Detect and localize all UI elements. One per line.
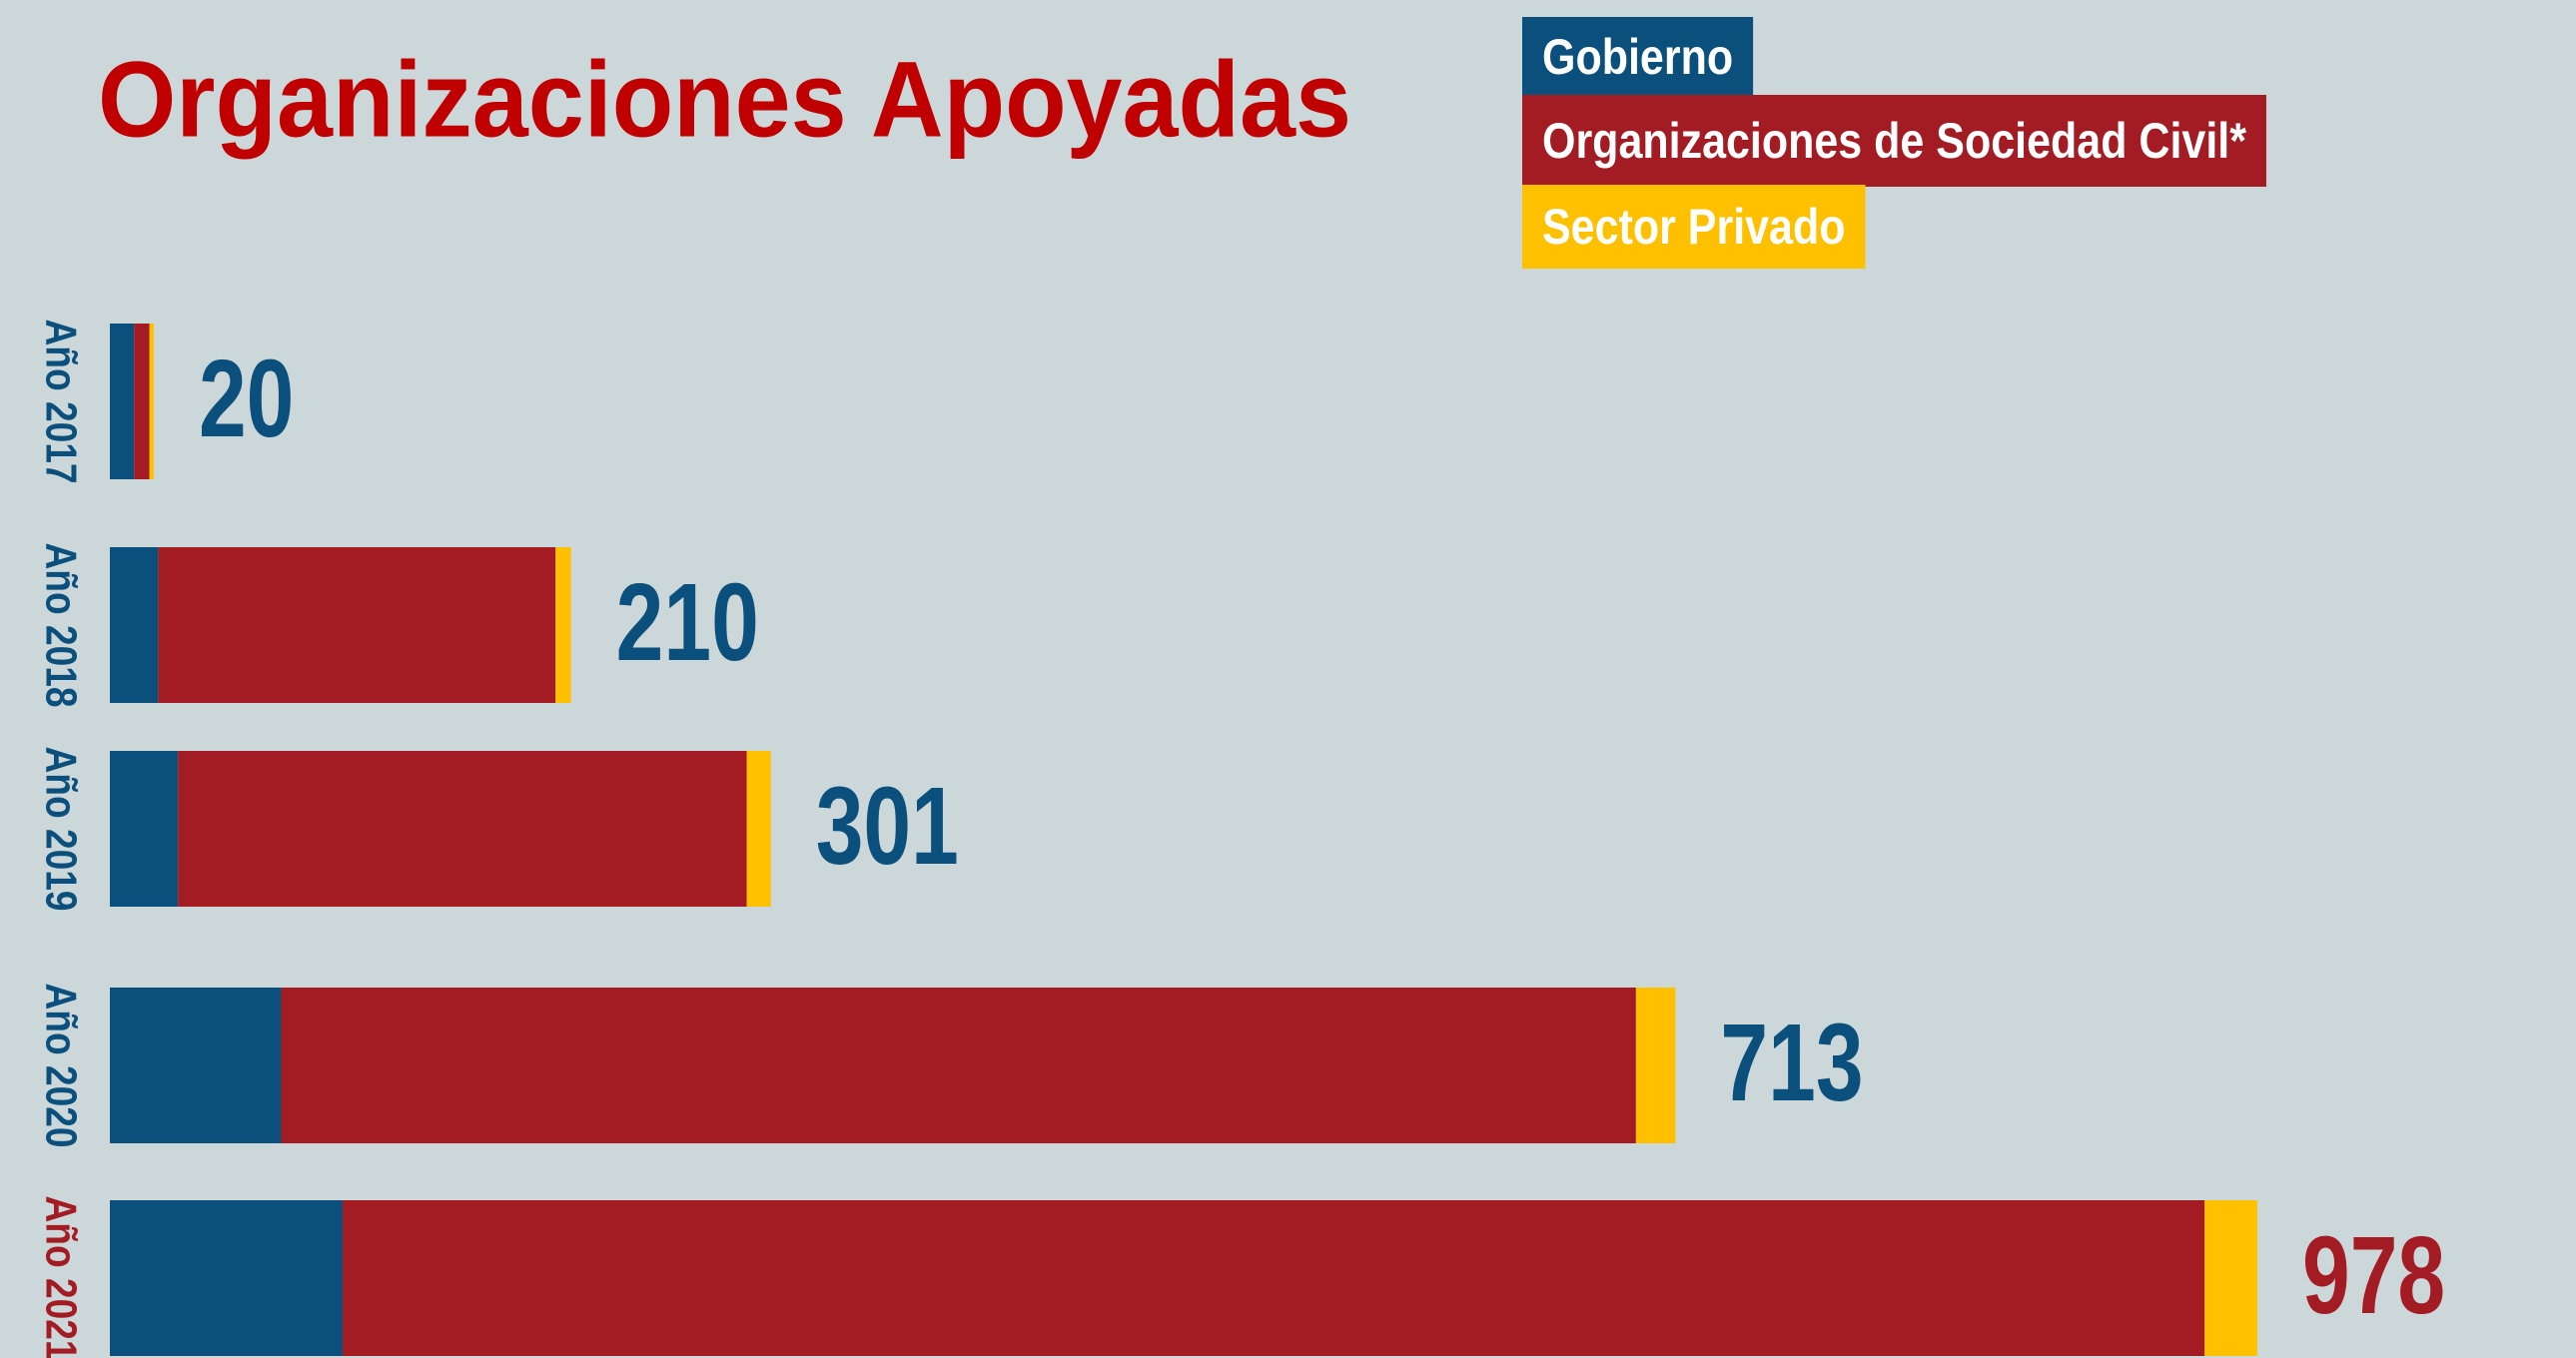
- y-tick-label: Año 2017: [36, 320, 85, 484]
- legend-label: Organizaciones de Sociedad Civil*: [1542, 113, 2246, 169]
- bar-segment: [343, 1200, 2205, 1356]
- bar-segment: [110, 547, 159, 703]
- bar-segment: [149, 324, 154, 479]
- bar-segment: [110, 988, 282, 1143]
- bar-segment: [110, 324, 135, 479]
- bar-segment: [110, 751, 179, 907]
- chart-title: Organizaciones Apoyadas: [98, 39, 1351, 160]
- legend-swatch: [1522, 95, 2266, 187]
- bar-segment: [555, 547, 571, 703]
- legend-label: Gobierno: [1542, 29, 1733, 85]
- total-label: 713: [1720, 1002, 1863, 1124]
- bar-segment: [158, 547, 556, 703]
- total-label: 210: [616, 561, 759, 684]
- y-tick-label: Año 2019: [36, 747, 85, 912]
- bar-segment: [281, 988, 1636, 1143]
- legend-swatch: [1522, 17, 1754, 97]
- bar-segment: [110, 1200, 344, 1356]
- bar-segment: [746, 751, 771, 907]
- legend-label: Sector Privado: [1542, 199, 1845, 255]
- bar-segment: [134, 324, 150, 479]
- legend-swatch: [1522, 185, 1866, 269]
- y-tick-label: Año 2020: [36, 984, 85, 1148]
- bar-segment: [1635, 988, 1676, 1143]
- y-tick-label: Año 2018: [36, 543, 85, 708]
- bar-segment: [2204, 1200, 2257, 1356]
- total-label: 20: [199, 338, 294, 460]
- bar-segment: [178, 751, 747, 907]
- y-tick-label: Año 2021: [36, 1196, 85, 1358]
- total-label: 978: [2302, 1214, 2445, 1337]
- total-label: 301: [816, 765, 959, 888]
